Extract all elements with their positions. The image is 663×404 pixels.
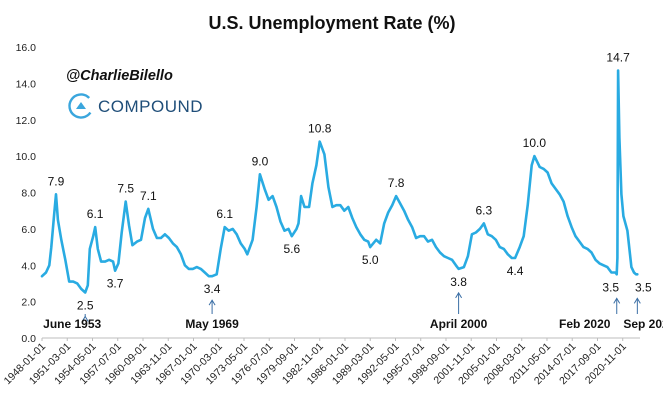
y-tick-label: 6.0 bbox=[21, 224, 36, 236]
data-label: 7.1 bbox=[140, 189, 157, 203]
compound-logo-icon bbox=[68, 93, 94, 119]
data-label: 7.9 bbox=[48, 174, 65, 188]
data-label: 7.8 bbox=[388, 176, 405, 190]
y-tick-label: 2.0 bbox=[21, 297, 36, 309]
data-label: 3.5 bbox=[602, 280, 619, 294]
data-label: 4.4 bbox=[507, 264, 524, 278]
annotation-label: Feb 2020 bbox=[559, 317, 611, 331]
data-label: 10.0 bbox=[523, 136, 547, 150]
data-label: 6.3 bbox=[476, 203, 493, 217]
data-label: 14.7 bbox=[606, 51, 630, 65]
compound-brand: COMPOUND bbox=[98, 97, 203, 116]
series-line bbox=[40, 69, 639, 294]
y-tick-label: 4.0 bbox=[21, 260, 36, 272]
annotation-label: June 1953 bbox=[43, 317, 101, 331]
annotations: June 1953 May 1969 April 2000 Feb 2020 Sep 2… bbox=[43, 291, 663, 331]
data-label: 6.1 bbox=[216, 207, 233, 221]
chart-title: U.S. Unemployment Rate (%) bbox=[208, 13, 455, 33]
y-axis: 0.0 2.0 4.0 6.0 8.0 10.0 12.0 14.0 16.0 bbox=[16, 42, 37, 345]
y-tick-label: 8.0 bbox=[21, 188, 36, 200]
data-label: 7.5 bbox=[117, 182, 134, 196]
annotation-arrowhead bbox=[81, 315, 89, 322]
data-label: 5.6 bbox=[283, 242, 300, 256]
data-label: 3.5 bbox=[635, 280, 652, 294]
annotation-arrowhead bbox=[455, 291, 463, 299]
data-label: 9.0 bbox=[252, 154, 269, 168]
data-label: 5.0 bbox=[362, 253, 379, 267]
data-labels: 7.9 2.5 6.1 3.7 7.5 7.1 3.4 6.1 9.0 5.6 10.8 5.0 7.8… bbox=[48, 51, 652, 313]
y-tick-label: 14.0 bbox=[16, 78, 37, 90]
author-handle: @CharlieBilello bbox=[66, 68, 173, 84]
data-label: 2.5 bbox=[77, 299, 94, 313]
annotation-label: April 2000 bbox=[430, 317, 488, 331]
data-label: 10.8 bbox=[308, 122, 332, 136]
data-label: 3.7 bbox=[107, 277, 124, 291]
annotation-arrowhead bbox=[633, 297, 641, 304]
data-label: 3.8 bbox=[450, 275, 467, 289]
data-label: 3.4 bbox=[204, 282, 221, 296]
y-tick-label: 0.0 bbox=[21, 333, 36, 345]
x-axis: 1948-01-011951-03-011954-05-011957-07-01… bbox=[2, 338, 629, 387]
annotation-arrowhead bbox=[208, 299, 216, 306]
y-tick-label: 12.0 bbox=[16, 115, 37, 127]
y-tick-label: 16.0 bbox=[16, 42, 37, 54]
data-label: 6.1 bbox=[87, 207, 104, 221]
annotation-label: Sep 2022 bbox=[623, 317, 663, 331]
annotation-label: May 1969 bbox=[185, 317, 239, 331]
y-tick-label: 10.0 bbox=[16, 151, 37, 163]
annotation-arrowhead bbox=[613, 297, 621, 304]
